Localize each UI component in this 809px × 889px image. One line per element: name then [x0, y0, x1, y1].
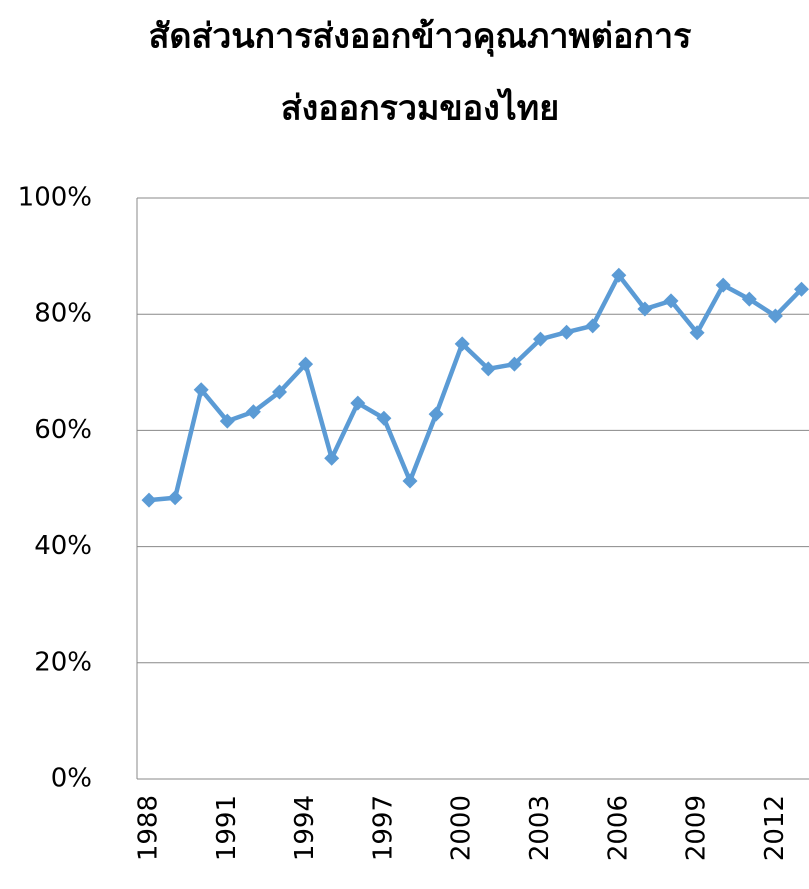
series-line	[148, 273, 804, 503]
data-point	[741, 291, 757, 307]
x-tick-label: 1991	[212, 795, 242, 861]
x-tick-label: 2012	[760, 795, 790, 861]
x-tick-label: 2009	[682, 795, 712, 861]
data-point	[245, 404, 261, 420]
data-point	[611, 267, 627, 283]
y-tick-label: 60%	[34, 415, 92, 445]
data-point	[428, 406, 444, 422]
data-point	[767, 308, 783, 324]
data-point	[298, 356, 314, 372]
y-tick-label: 40%	[34, 531, 92, 561]
y-tick-label: 100%	[18, 183, 92, 213]
data-point	[794, 281, 809, 297]
data-point	[376, 410, 392, 426]
chart-title: สัดส่วนการส่งออกข้าวคุณภาพต่อการ	[149, 17, 692, 58]
x-tick-label: 2000	[447, 795, 477, 861]
x-tick-label: 2003	[525, 795, 555, 861]
data-point	[193, 382, 209, 398]
data-point	[559, 324, 575, 340]
data-point	[637, 301, 653, 317]
x-tick-label: 1994	[290, 795, 320, 861]
data-point	[689, 325, 705, 341]
data-point	[141, 492, 157, 508]
x-tick-label: 1988	[134, 795, 164, 861]
x-tick-label: 1997	[368, 795, 398, 861]
data-point	[324, 450, 340, 466]
data-point	[663, 293, 679, 309]
data-point	[402, 473, 418, 489]
data-point	[454, 336, 470, 352]
y-tick-label: 20%	[34, 647, 92, 677]
x-tick-label: 2006	[603, 795, 633, 861]
data-point	[272, 384, 287, 400]
data-point	[506, 356, 522, 372]
data-point	[585, 318, 601, 334]
data-point	[480, 361, 496, 377]
data-point	[350, 395, 366, 411]
y-tick-label: 80%	[34, 299, 92, 329]
data-point	[533, 331, 548, 347]
chart-title: ส่งออกรวมของไทย	[281, 88, 559, 129]
data-point	[167, 490, 183, 506]
y-tick-label: 0%	[51, 764, 92, 794]
data-point	[715, 277, 731, 293]
data-point	[219, 413, 235, 429]
